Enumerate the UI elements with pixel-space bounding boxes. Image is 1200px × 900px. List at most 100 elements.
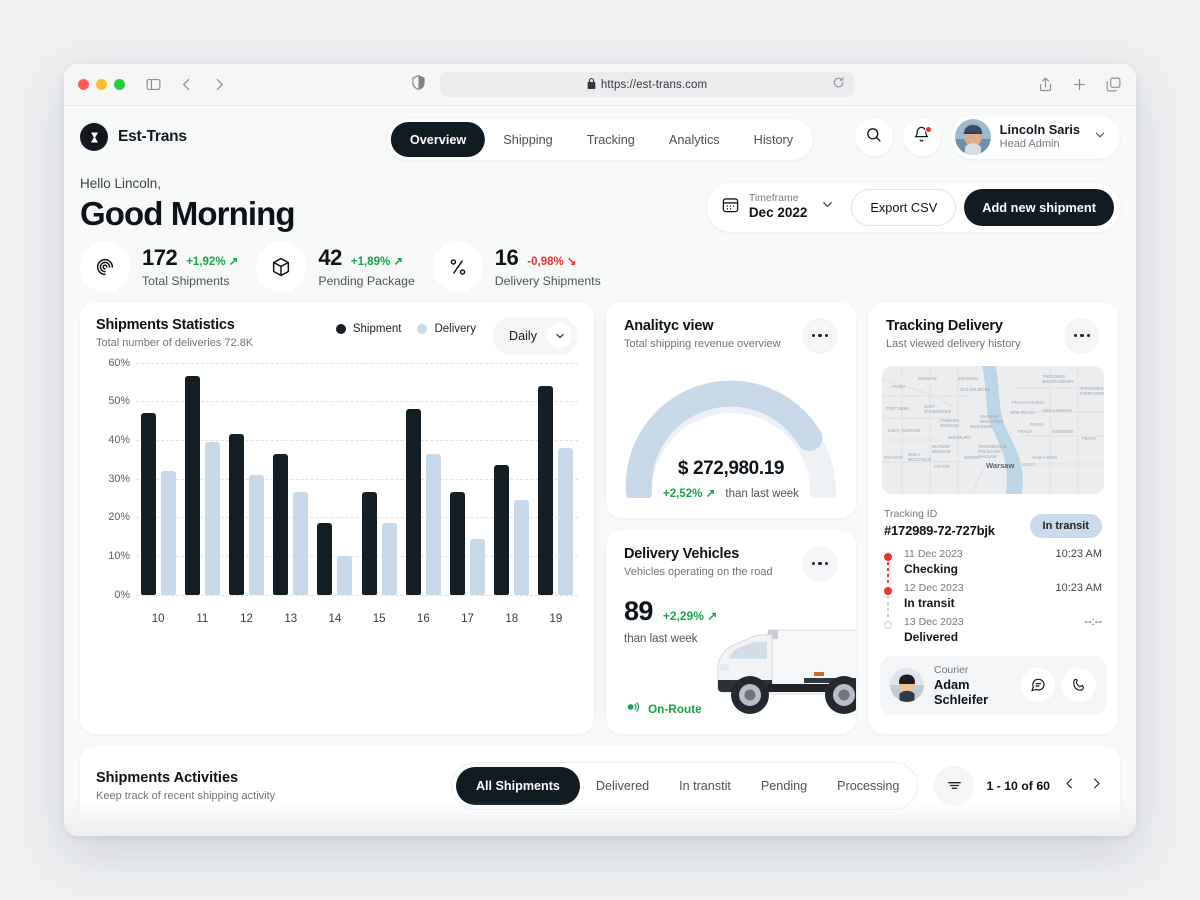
kpi-value: 172 [142, 245, 178, 271]
svg-text:CZYSTE: CZYSTE [934, 464, 950, 469]
bar-delivery[interactable] [249, 474, 264, 595]
sidebar-toggle-icon[interactable] [145, 76, 162, 93]
x-tick-label: 19 [549, 612, 563, 625]
tab-processing[interactable]: Processing [837, 778, 900, 793]
calendar-icon [721, 195, 740, 219]
bar-chart: 0% 10% 20% 30% 40% 50% 60% 10 11 12 13 14 15 16 17 18 1… [96, 357, 578, 631]
bar-shipment[interactable] [494, 465, 510, 595]
plus-icon[interactable] [1071, 76, 1088, 93]
bar-delivery[interactable] [470, 538, 486, 595]
bar-shipment[interactable] [361, 492, 377, 595]
bar-delivery[interactable] [293, 492, 309, 595]
chevron-left-icon[interactable] [1062, 776, 1077, 796]
timeline-item: 12 Dec 2023 In transit 10:23 AM [884, 581, 1102, 618]
more-options-icon[interactable] [802, 545, 838, 582]
user-menu[interactable]: Lincoln Saris Head Admin [950, 115, 1120, 159]
address-bar[interactable]: https://est-trans.com [440, 72, 854, 97]
y-tick-label: 60% [108, 356, 130, 369]
add-new-shipment-button[interactable]: Add new shipment [964, 188, 1114, 226]
bar-delivery[interactable] [514, 499, 530, 595]
tab-all-shipments[interactable]: All Shipments [455, 766, 580, 805]
phone-icon[interactable] [1062, 668, 1096, 703]
svg-text:PRAGA: PRAGA [1082, 436, 1097, 441]
on-route-icon [624, 699, 640, 720]
spiral-shipments-icon [80, 241, 130, 292]
package-box-icon [256, 241, 307, 292]
timeline-date: 12 Dec 2023 [904, 581, 964, 594]
bar-shipment[interactable] [405, 409, 421, 595]
close-window-button[interactable] [78, 79, 89, 90]
svg-text:SRODMIESCIE: SRODMIESCIE [978, 444, 1007, 449]
kpi-delta: -0,98% ↘ [527, 256, 577, 269]
filter-icon[interactable] [934, 765, 975, 806]
nav-item-analytics[interactable]: Analytics [668, 132, 720, 147]
chart-period-select[interactable]: Daily [492, 316, 578, 355]
back-arrow-icon[interactable] [178, 76, 195, 93]
timeframe-selector[interactable]: Timeframe Dec 2022 [713, 190, 844, 223]
more-options-icon[interactable] [1064, 317, 1100, 354]
bar-delivery[interactable] [425, 453, 441, 595]
nav-item-tracking[interactable]: Tracking [586, 132, 635, 147]
chevron-down-icon[interactable] [820, 197, 835, 217]
svg-text:ZOLIBORSKIE: ZOLIBORSKIE [924, 409, 952, 414]
chevron-down-icon[interactable] [1093, 128, 1107, 147]
maximize-window-button[interactable] [114, 79, 125, 90]
forward-arrow-icon[interactable] [211, 76, 228, 93]
kpi-value: 16 [494, 245, 519, 271]
x-tick-label: 11 [196, 612, 209, 625]
tab-in-transtit[interactable]: In transtit [679, 778, 731, 793]
brand[interactable]: Est-Trans [80, 123, 187, 151]
svg-text:FORT BEMA: FORT BEMA [886, 406, 910, 411]
more-options-icon[interactable] [802, 317, 838, 354]
app-root: Est-Trans Overview Shipping Tracking Ana… [64, 106, 1136, 836]
nav-item-overview[interactable]: Overview [390, 122, 486, 157]
kpi-value: 42 [318, 245, 342, 271]
bar-shipment[interactable] [273, 453, 289, 595]
main-nav: Overview Shipping Tracking Analytics His… [386, 119, 814, 160]
activities-subtitle: Keep track of recent shipping activity [96, 789, 276, 802]
notifications-button[interactable] [902, 118, 941, 156]
lock-icon [587, 77, 596, 92]
bar-shipment[interactable] [229, 434, 244, 595]
chevron-right-icon[interactable] [1089, 776, 1104, 796]
bar-shipment[interactable] [538, 385, 554, 595]
x-tick-label: 12 [240, 612, 253, 625]
timeline-state: Delivered [904, 629, 959, 644]
svg-text:PRAGA POLNOC: PRAGA POLNOC [1012, 400, 1045, 405]
svg-text:TARGOWEK: TARGOWEK [1042, 374, 1066, 379]
reload-icon[interactable] [832, 76, 845, 94]
share-icon[interactable] [1037, 76, 1054, 93]
delivery-map[interactable]: WARSAW ZOLIBORZ TARGOWEK MIESZKANIOWY PIAS… [882, 365, 1104, 494]
chevron-down-icon[interactable] [547, 323, 572, 349]
svg-text:PRAGA: PRAGA [1030, 422, 1045, 427]
bar-shipment[interactable] [184, 376, 200, 595]
bar-delivery[interactable] [381, 523, 397, 595]
copy-tabs-icon[interactable] [1105, 76, 1122, 93]
x-tick-label: 17 [461, 612, 474, 625]
bar-delivery[interactable] [558, 447, 574, 595]
bar-delivery[interactable] [160, 470, 176, 595]
bar-shipment[interactable] [450, 492, 466, 595]
bar-delivery[interactable] [204, 441, 220, 595]
browser-chrome: https://est-trans.com [64, 64, 1136, 106]
gridline [136, 439, 578, 441]
nav-item-history[interactable]: History [753, 132, 794, 147]
tab-delivered[interactable]: Delivered [595, 778, 650, 793]
search-button[interactable] [854, 118, 893, 156]
nav-item-shipping[interactable]: Shipping [503, 132, 553, 147]
export-csv-button[interactable]: Export CSV [851, 188, 957, 226]
shield-icon[interactable] [411, 74, 426, 96]
tab-pending[interactable]: Pending [760, 778, 808, 793]
svg-text:FABRYCZNY: FABRYCZNY [1080, 391, 1104, 396]
minimize-window-button[interactable] [96, 79, 107, 90]
kpi-total-shipments: 172 +1,92% ↗ Total Shipments [80, 241, 256, 292]
bar-shipment[interactable] [317, 523, 333, 595]
bar-shipment[interactable] [140, 412, 156, 595]
timeline-connector [887, 561, 889, 584]
chat-bubble-icon[interactable] [1021, 668, 1055, 703]
timeline-state: Checking [904, 561, 959, 576]
timeline-dot-icon [884, 586, 892, 595]
window-controls[interactable] [78, 79, 125, 90]
bar-delivery[interactable] [337, 555, 353, 595]
analytic-subtitle: Total shipping revenue overview [624, 337, 781, 350]
